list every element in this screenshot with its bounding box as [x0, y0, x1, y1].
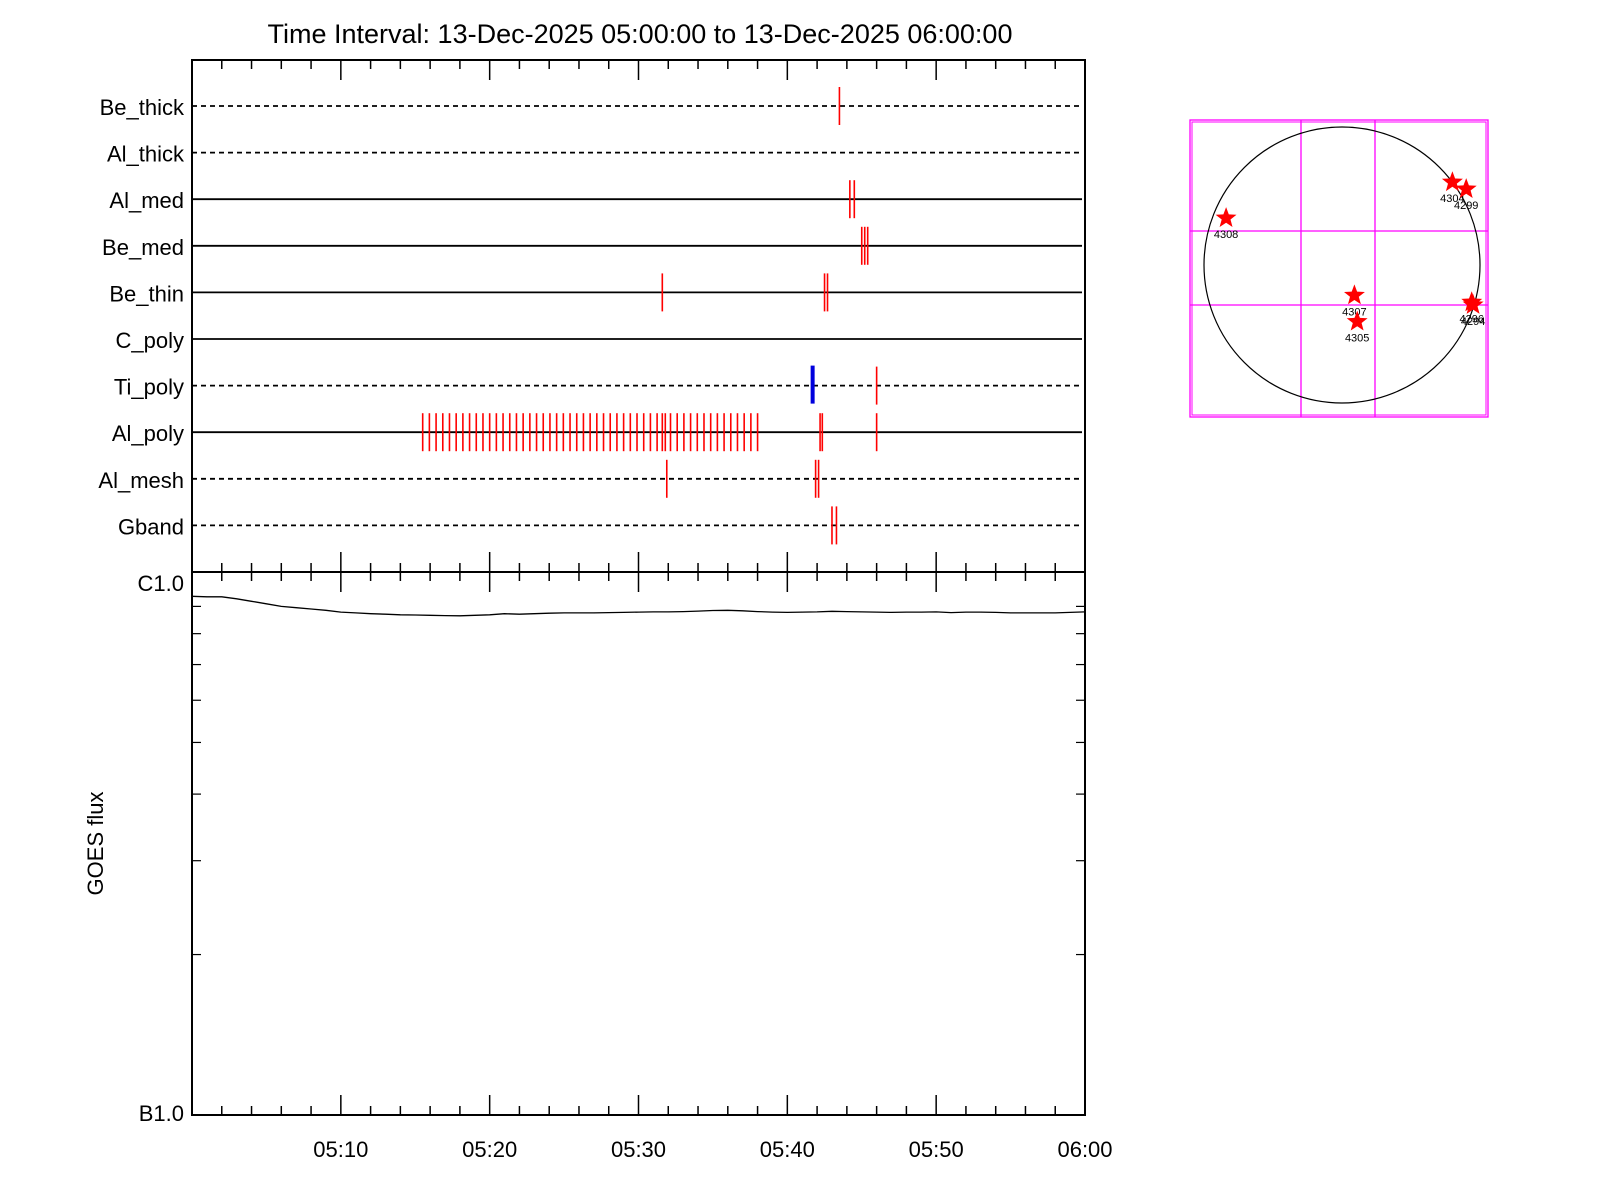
event-timeline-panel: Be_thick Al_thick Al_med Be_med Be_thin C_pol…: [98, 59, 1086, 573]
active-region-label: 4308: [1214, 229, 1238, 241]
disk-grid-box-inner: [1191, 121, 1487, 416]
disk-grid-box: [1189, 119, 1489, 418]
active-region-star: [1441, 171, 1463, 192]
active-region-label: 4299: [1454, 200, 1478, 212]
active-region-star: [1344, 284, 1365, 305]
active-region-label: 4307: [1342, 306, 1366, 318]
y-tick-label-bottom: B1.0: [139, 1101, 184, 1126]
active-region-label: 4304: [1440, 193, 1464, 205]
active-region-star: [1346, 310, 1368, 331]
row-label: Al_mesh: [98, 468, 184, 493]
row-label: Gband: [118, 514, 184, 539]
active-region-label: 4294: [1461, 316, 1485, 328]
goes-frame: [191, 571, 1086, 1116]
row-label: Be_thin: [109, 281, 184, 306]
row-label: Al_thick: [107, 142, 185, 167]
x-tick-label: 05:30: [611, 1137, 666, 1162]
goes-flux-panel: C1.0 B1.0 GOES flux 05:10 05:20 05:30 05:40 05:…: [83, 571, 1113, 1162]
row-label: C_poly: [116, 328, 184, 353]
x-tick-label: 06:00: [1057, 1137, 1112, 1162]
row-label: Ti_poly: [114, 375, 184, 400]
row-label: Al_med: [109, 188, 184, 213]
row-label: Be_thick: [100, 95, 185, 120]
row-label: Al_poly: [112, 421, 184, 446]
x-tick-label: 05:20: [462, 1137, 517, 1162]
timeline-frame: [191, 59, 1086, 573]
x-tick-label: 05:50: [909, 1137, 964, 1162]
active-region-label: 4305: [1345, 333, 1369, 345]
x-tick-label: 05:10: [313, 1137, 368, 1162]
active-region-label: 4296: [1459, 313, 1483, 325]
row-label: Be_med: [102, 235, 184, 260]
solar-disk: [1203, 126, 1481, 404]
y-tick-label-top: C1.0: [138, 571, 184, 596]
active-region-star: [1215, 207, 1237, 227]
y-axis-label: GOES flux: [83, 792, 108, 896]
goes-flux-line: [191, 595, 1086, 617]
x-tick-label: 05:40: [760, 1137, 815, 1162]
active-region-star: [1462, 294, 1484, 314]
active-region-star: [1455, 178, 1477, 198]
chart-title: Time Interval: 13-Dec-2025 05:00:00 to 1…: [268, 19, 1013, 49]
